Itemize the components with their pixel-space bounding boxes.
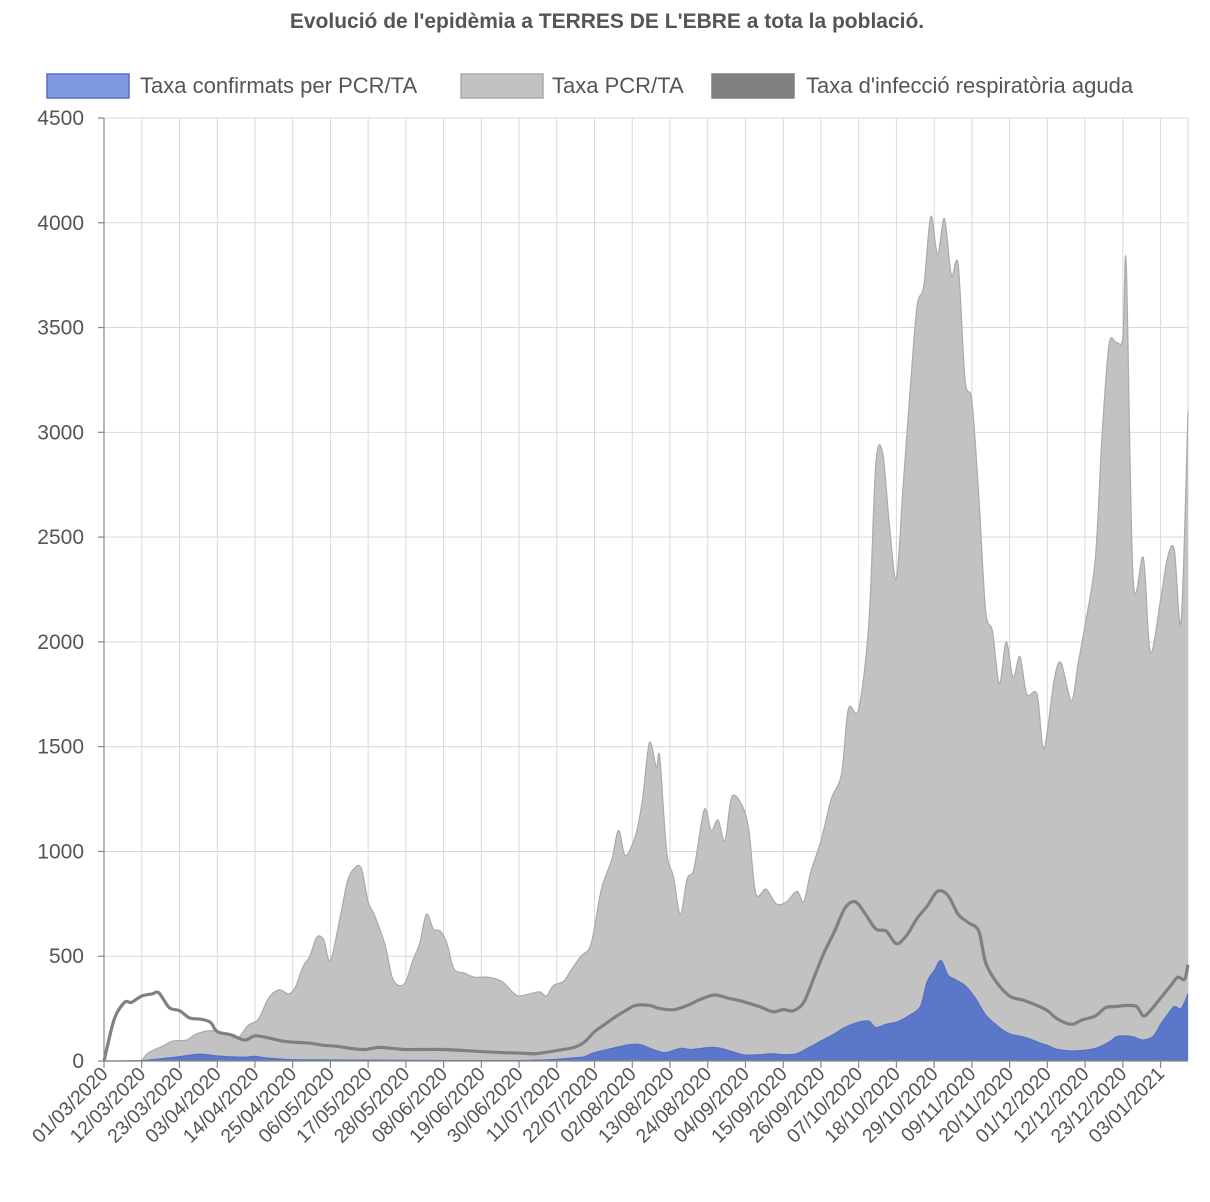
legend-item-taxa-confirmats-per-pcr-ta[interactable]: Taxa confirmats per PCR/TA bbox=[46, 73, 417, 99]
y-tick-label-1: 500 bbox=[49, 945, 84, 968]
legend-label-taxa-pcr-ta: Taxa PCR/TA bbox=[552, 73, 684, 98]
y-tick-label-7: 3500 bbox=[37, 317, 84, 340]
y-tick-label-5: 2500 bbox=[37, 526, 84, 549]
y-tick-label-9: 4500 bbox=[37, 107, 84, 130]
chart-title: Evolució de l'epidèmia a TERRES DE L'EBR… bbox=[290, 10, 924, 33]
legend-label-taxa-d-infecci-respirat-ria-aguda: Taxa d'infecció respiratòria aguda bbox=[806, 73, 1134, 98]
y-tick-label-2: 1000 bbox=[37, 840, 84, 863]
series-edge-taxa-pcr-ta bbox=[103, 215, 1189, 1062]
y-tick-label-6: 3000 bbox=[37, 421, 84, 444]
legend: Taxa confirmats per PCR/TA Taxa PCR/TA Tax… bbox=[46, 73, 1134, 99]
legend-item-taxa-d-infecci-respirat-ria-aguda[interactable]: Taxa d'infecció respiratòria aguda bbox=[711, 73, 1134, 99]
series-area-taxa-confirmats-per-pcr-ta bbox=[104, 960, 1188, 1061]
legend-swatch-taxa-pcr-ta bbox=[460, 73, 544, 99]
legend-swatch-taxa-confirmats-per-pcr-ta bbox=[46, 73, 130, 99]
legend-swatch-taxa-d-infecci-respirat-ria-aguda bbox=[711, 73, 795, 99]
legend-item-taxa-pcr-ta[interactable]: Taxa PCR/TA bbox=[460, 73, 684, 99]
series-area-taxa-pcr-ta bbox=[104, 216, 1188, 1062]
series-layer bbox=[102, 215, 1190, 1062]
y-tick-label-0: 0 bbox=[72, 1050, 84, 1073]
legend-label-taxa-confirmats-per-pcr-ta: Taxa confirmats per PCR/TA bbox=[140, 73, 417, 98]
series-line-taxa-d-infecci-respirat-ria-aguda bbox=[102, 889, 1190, 1062]
y-tick-label-8: 4000 bbox=[37, 212, 84, 235]
y-tick-label-3: 1500 bbox=[37, 736, 84, 759]
series-edge-taxa-confirmats-per-pcr-ta bbox=[103, 959, 1189, 1062]
y-tick-label-4: 2000 bbox=[37, 631, 84, 654]
